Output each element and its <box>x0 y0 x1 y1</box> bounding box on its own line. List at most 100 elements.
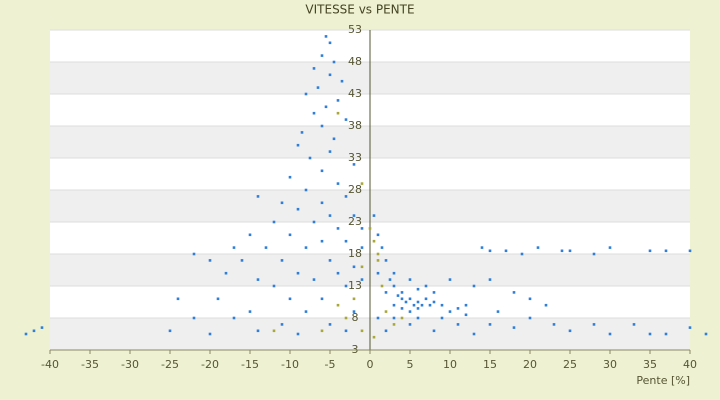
point <box>404 300 408 304</box>
point <box>344 118 348 121</box>
x-tick-label: 15 <box>483 358 497 371</box>
point <box>528 297 532 301</box>
point <box>312 111 316 115</box>
point <box>288 233 292 237</box>
point <box>688 249 692 253</box>
point <box>376 259 380 262</box>
point <box>376 316 380 320</box>
point <box>488 278 492 281</box>
point <box>304 310 308 313</box>
point <box>392 303 396 307</box>
point <box>432 291 436 294</box>
point <box>372 214 376 217</box>
point <box>340 79 344 83</box>
point <box>704 332 708 336</box>
point <box>328 41 332 45</box>
point <box>400 316 404 320</box>
point <box>328 323 332 326</box>
point <box>472 284 476 288</box>
point <box>256 195 260 198</box>
x-tick-label: 40 <box>683 358 697 371</box>
y-tick-label: 53 <box>348 23 362 36</box>
point <box>336 303 340 307</box>
point <box>456 307 460 310</box>
point <box>384 329 388 333</box>
point <box>376 252 380 256</box>
point <box>552 323 556 326</box>
point <box>296 207 300 211</box>
point <box>176 297 180 301</box>
point <box>392 271 396 275</box>
point <box>248 310 252 313</box>
x-axis-label: Pente [%] <box>636 374 690 387</box>
point <box>400 291 404 294</box>
point <box>256 278 260 281</box>
point <box>416 287 420 291</box>
point <box>388 278 392 281</box>
point <box>376 271 380 275</box>
point <box>416 307 420 310</box>
point <box>240 259 244 262</box>
point <box>40 326 44 329</box>
point <box>448 278 452 281</box>
point <box>316 86 320 89</box>
point <box>344 284 348 288</box>
point <box>360 246 364 249</box>
point <box>288 297 292 301</box>
point <box>592 252 596 256</box>
y-tick-label: 13 <box>348 279 362 292</box>
point <box>332 137 336 141</box>
y-tick-label: 33 <box>348 151 362 164</box>
point <box>344 316 348 320</box>
point <box>304 246 308 249</box>
point <box>308 156 312 160</box>
point <box>336 182 340 185</box>
point <box>688 326 692 329</box>
point <box>648 332 652 336</box>
x-tick-label: 20 <box>523 358 537 371</box>
point <box>412 303 416 307</box>
point <box>384 259 388 262</box>
point <box>592 323 596 326</box>
point <box>488 249 492 253</box>
point <box>536 246 540 249</box>
point <box>360 265 364 269</box>
point <box>488 323 492 326</box>
x-tick-label: -30 <box>121 358 139 371</box>
x-tick-label: 30 <box>603 358 617 371</box>
point <box>264 246 268 249</box>
point <box>312 67 316 70</box>
point <box>344 239 348 243</box>
point <box>272 329 276 333</box>
point <box>648 249 652 253</box>
point <box>344 329 348 333</box>
point <box>304 92 308 96</box>
point <box>456 323 460 326</box>
point <box>416 316 420 320</box>
point <box>560 249 564 253</box>
point <box>352 265 356 269</box>
point <box>464 313 468 317</box>
point <box>664 332 668 336</box>
point <box>400 307 404 310</box>
point <box>328 259 332 262</box>
point <box>296 332 300 336</box>
x-tick-label: 35 <box>643 358 657 371</box>
x-tick-label: -5 <box>325 358 336 371</box>
point <box>396 294 400 297</box>
x-tick-label: -35 <box>81 358 99 371</box>
point <box>332 60 336 64</box>
point <box>344 195 348 198</box>
point <box>32 329 36 333</box>
x-tick-label: -20 <box>201 358 219 371</box>
point <box>352 163 356 166</box>
point <box>664 249 668 253</box>
point <box>428 303 432 307</box>
point <box>320 124 324 128</box>
point <box>324 105 328 109</box>
point <box>392 323 396 326</box>
point <box>380 246 384 249</box>
point <box>256 329 260 333</box>
point <box>400 297 404 301</box>
